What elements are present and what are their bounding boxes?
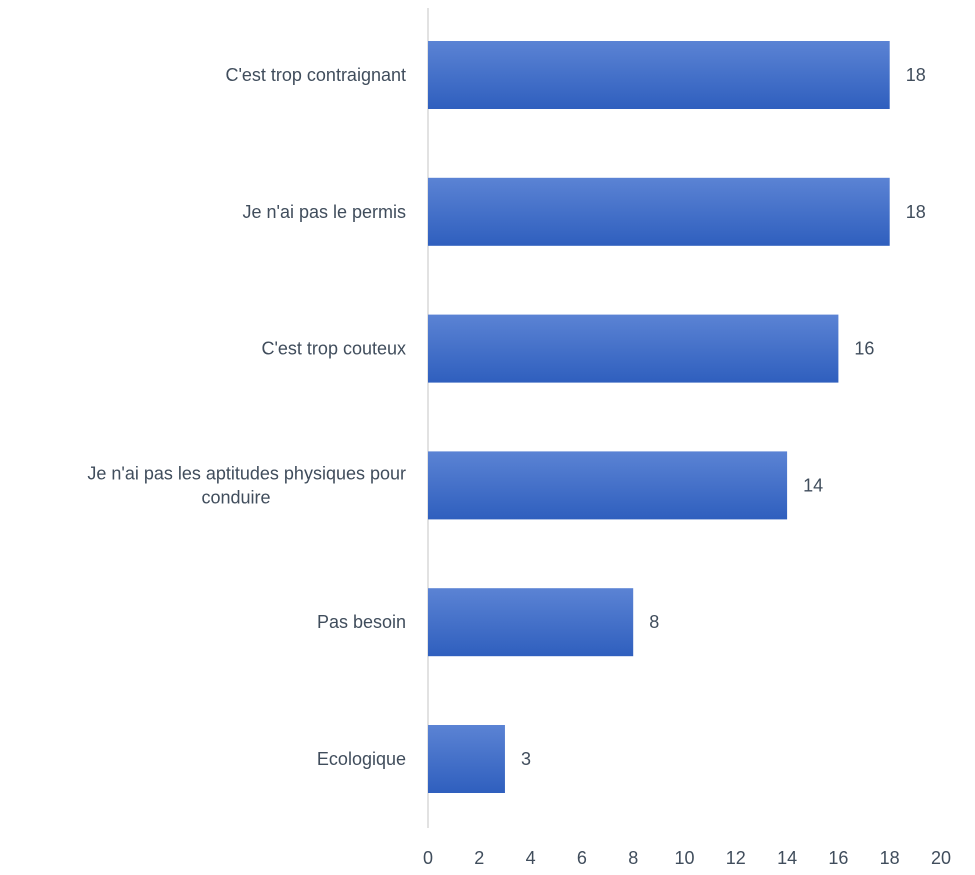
data-label: 18 <box>906 65 926 85</box>
category-label: Ecologique <box>317 749 406 769</box>
category-label: Je n'ai pas le permis <box>242 202 406 222</box>
x-tick-label: 10 <box>674 848 694 868</box>
x-tick-label: 0 <box>423 848 433 868</box>
x-tick-label: 2 <box>474 848 484 868</box>
category-label: C'est trop contraignant <box>225 65 406 85</box>
data-label: 3 <box>521 749 531 769</box>
x-tick-label: 4 <box>526 848 536 868</box>
x-tick-label: 12 <box>726 848 746 868</box>
x-tick-label: 14 <box>777 848 797 868</box>
data-label: 14 <box>803 475 823 495</box>
data-label: 8 <box>649 612 659 632</box>
bar <box>428 588 634 657</box>
data-label: 18 <box>906 202 926 222</box>
bar <box>428 177 890 246</box>
x-tick-label: 6 <box>577 848 587 868</box>
bar <box>428 314 839 383</box>
x-tick-label: 8 <box>628 848 638 868</box>
bar <box>428 725 505 793</box>
x-tick-label: 18 <box>880 848 900 868</box>
data-label: 16 <box>854 339 874 359</box>
bar <box>428 451 788 520</box>
category-label: C'est trop couteux <box>261 339 406 359</box>
category-label: Pas besoin <box>317 612 406 632</box>
x-tick-label: 16 <box>828 848 848 868</box>
category-label: Je n'ai pas les aptitudes physiques pour… <box>87 463 406 507</box>
x-tick-label: 20 <box>931 848 951 868</box>
bar <box>428 41 890 109</box>
